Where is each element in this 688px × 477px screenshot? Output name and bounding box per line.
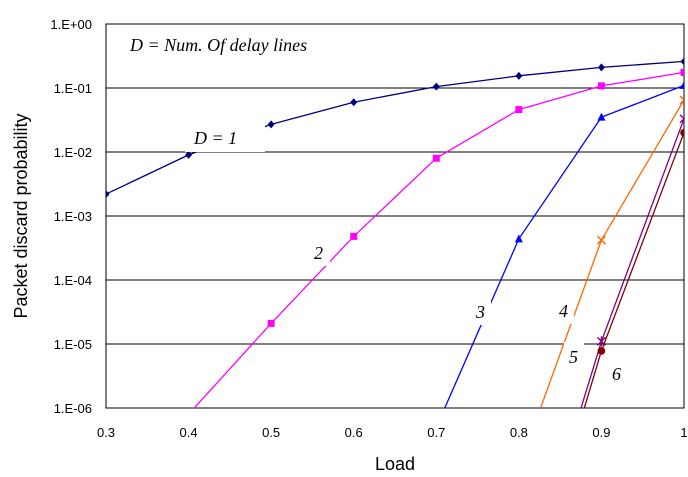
curve-label-bg-3 bbox=[471, 297, 491, 325]
curve-label-2: 2 bbox=[314, 243, 323, 263]
x-tick-label: 0.8 bbox=[510, 425, 528, 440]
curve-label-d1: D = 1 bbox=[193, 128, 237, 148]
data-point bbox=[514, 234, 523, 243]
x-tick-label: 0.7 bbox=[427, 425, 445, 440]
series-2 bbox=[193, 68, 684, 408]
y-tick-label: 1.E+00 bbox=[50, 17, 92, 32]
data-point bbox=[680, 80, 684, 89]
series-4 bbox=[539, 95, 684, 408]
y-tick-label: 1.E-03 bbox=[54, 209, 92, 224]
data-point bbox=[680, 128, 684, 137]
y-tick-label: 1.E-02 bbox=[54, 145, 92, 160]
data-point bbox=[597, 112, 606, 121]
curve-label-bg-1 bbox=[185, 124, 265, 152]
curve-label-bg-5 bbox=[564, 342, 584, 370]
data-point bbox=[515, 106, 523, 114]
annotation-background bbox=[122, 30, 374, 60]
data-point bbox=[106, 190, 110, 199]
y-tick-label: 1.E-05 bbox=[54, 337, 92, 352]
data-point bbox=[679, 95, 684, 105]
series-6 bbox=[583, 128, 684, 408]
data-point bbox=[679, 113, 684, 124]
data-point bbox=[267, 120, 275, 129]
curve-label-3: 3 bbox=[475, 302, 485, 322]
curve-label-4: 4 bbox=[559, 301, 568, 321]
data-point bbox=[185, 150, 193, 159]
data-point bbox=[350, 232, 358, 240]
gridlines bbox=[106, 87, 684, 345]
curve-label-5: 5 bbox=[569, 347, 578, 367]
x-tick-label: 0.9 bbox=[592, 425, 610, 440]
data-point bbox=[680, 57, 684, 66]
data-point bbox=[432, 82, 440, 91]
x-tick-labels: 0.3 0.4 0.5 0.6 0.7 0.8 0.9 1 bbox=[97, 425, 688, 440]
x-tick-label: 0.5 bbox=[262, 425, 280, 440]
data-point bbox=[515, 71, 523, 80]
series-3 bbox=[444, 80, 684, 408]
series-5 bbox=[580, 113, 684, 408]
data-point bbox=[597, 347, 606, 355]
data-point bbox=[432, 154, 440, 162]
y-tick-label: 1.E-04 bbox=[54, 273, 92, 288]
data-point bbox=[597, 82, 605, 90]
series-layer bbox=[106, 57, 684, 408]
curve-label-6: 6 bbox=[612, 364, 621, 384]
data-point bbox=[596, 235, 606, 245]
y-axis-title: Packet discard probability bbox=[11, 113, 31, 318]
data-point bbox=[680, 68, 684, 76]
x-tick-label: 1 bbox=[680, 425, 687, 440]
annotation-text: D = Num. Of delay lines bbox=[129, 35, 307, 55]
curve-label-bg-4 bbox=[554, 296, 574, 324]
x-tick-label: 0.3 bbox=[97, 425, 115, 440]
x-tick-label: 0.4 bbox=[180, 425, 198, 440]
x-tick-label: 0.6 bbox=[345, 425, 363, 440]
y-tick-labels: 1.E+00 1.E-01 1.E-02 1.E-03 1.E-04 1.E-05 1.E-… bbox=[50, 17, 92, 416]
y-tick-label: 1.E-01 bbox=[54, 81, 92, 96]
data-point bbox=[597, 63, 605, 72]
series-line bbox=[444, 84, 684, 408]
data-point bbox=[267, 319, 275, 327]
y-tick-label: 1.E-06 bbox=[54, 401, 92, 416]
curve-label-bg-2 bbox=[308, 238, 330, 266]
x-axis-title: Load bbox=[375, 454, 415, 474]
data-point bbox=[350, 98, 358, 107]
